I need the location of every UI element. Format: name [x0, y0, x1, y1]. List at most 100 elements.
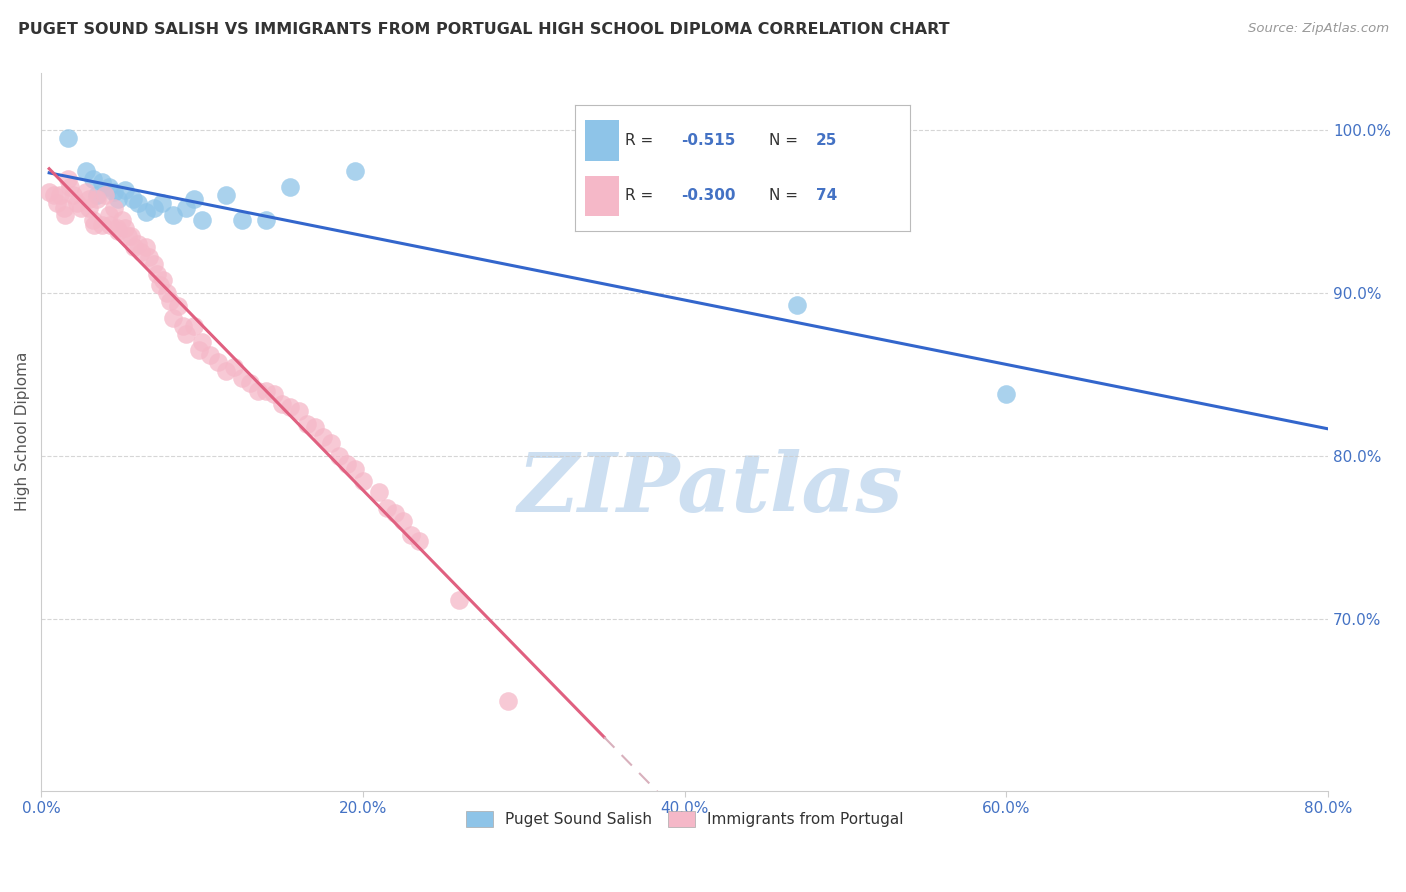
Point — [280, 401, 302, 415]
Point — [79, 202, 101, 216]
Point — [65, 196, 87, 211]
Point — [121, 192, 143, 206]
Point — [392, 515, 415, 529]
Point — [174, 326, 197, 341]
Point — [995, 387, 1018, 401]
Point — [352, 474, 374, 488]
Point — [399, 527, 422, 541]
Point — [207, 354, 229, 368]
Point — [107, 192, 129, 206]
Point — [215, 188, 238, 202]
Point — [75, 164, 97, 178]
Point — [103, 202, 125, 216]
Point — [142, 202, 165, 216]
Point — [239, 376, 262, 390]
Point — [59, 180, 82, 194]
Point — [449, 592, 471, 607]
Point — [150, 196, 173, 211]
Point — [53, 208, 76, 222]
Point — [375, 501, 398, 516]
Point — [129, 245, 152, 260]
Point — [187, 343, 209, 358]
Point — [162, 310, 184, 325]
Point — [142, 257, 165, 271]
Point — [155, 286, 177, 301]
Point — [120, 229, 142, 244]
Point — [384, 506, 406, 520]
Point — [152, 273, 174, 287]
Point — [127, 196, 149, 211]
Point — [42, 188, 65, 202]
Point — [198, 348, 221, 362]
Point — [215, 364, 238, 378]
Point — [280, 180, 302, 194]
Point — [786, 297, 808, 311]
Point — [98, 218, 121, 232]
Point — [162, 208, 184, 222]
Point — [496, 694, 519, 708]
Point — [224, 359, 246, 374]
Point — [231, 371, 253, 385]
Point — [254, 384, 277, 398]
Point — [79, 192, 101, 206]
Point — [62, 188, 84, 202]
Point — [58, 131, 80, 145]
Point — [91, 218, 114, 232]
Point — [287, 403, 309, 417]
Point — [110, 212, 132, 227]
Point — [247, 384, 270, 398]
Point — [135, 204, 157, 219]
Point — [103, 185, 125, 199]
Point — [166, 299, 188, 313]
Point — [319, 436, 342, 450]
Point — [82, 172, 104, 186]
Text: ZIPatlas: ZIPatlas — [517, 450, 903, 529]
Point — [295, 417, 318, 431]
Legend: Puget Sound Salish, Immigrants from Portugal: Puget Sound Salish, Immigrants from Port… — [458, 804, 911, 835]
Point — [271, 397, 294, 411]
Point — [254, 212, 277, 227]
Point — [75, 185, 97, 199]
Point — [174, 202, 197, 216]
Point — [146, 267, 169, 281]
Point — [124, 240, 146, 254]
Point — [114, 183, 136, 197]
Point — [127, 237, 149, 252]
Point — [138, 250, 160, 264]
Point — [343, 164, 366, 178]
Point — [70, 202, 93, 216]
Point — [83, 218, 105, 232]
Point — [82, 212, 104, 227]
Point — [97, 208, 120, 222]
Point — [191, 335, 214, 350]
Point — [304, 420, 326, 434]
Point — [107, 224, 129, 238]
Point — [114, 221, 136, 235]
Point — [86, 192, 108, 206]
Point — [231, 212, 253, 227]
Point — [86, 188, 108, 202]
Point — [172, 318, 194, 333]
Point — [311, 430, 333, 444]
Point — [38, 185, 60, 199]
Point — [52, 202, 75, 216]
Point — [117, 229, 139, 244]
Point — [58, 172, 80, 186]
Point — [191, 212, 214, 227]
Point — [149, 278, 172, 293]
Point — [183, 192, 205, 206]
Point — [159, 294, 181, 309]
Y-axis label: High School Diploma: High School Diploma — [15, 352, 30, 511]
Point — [183, 318, 205, 333]
Point — [263, 387, 285, 401]
Point — [94, 188, 117, 202]
Text: PUGET SOUND SALISH VS IMMIGRANTS FROM PORTUGAL HIGH SCHOOL DIPLOMA CORRELATION C: PUGET SOUND SALISH VS IMMIGRANTS FROM PO… — [18, 22, 950, 37]
Point — [408, 534, 430, 549]
Point — [343, 462, 366, 476]
Point — [135, 240, 157, 254]
Point — [368, 485, 391, 500]
Point — [105, 221, 128, 235]
Point — [328, 449, 350, 463]
Point — [46, 196, 69, 211]
Text: Source: ZipAtlas.com: Source: ZipAtlas.com — [1249, 22, 1389, 36]
